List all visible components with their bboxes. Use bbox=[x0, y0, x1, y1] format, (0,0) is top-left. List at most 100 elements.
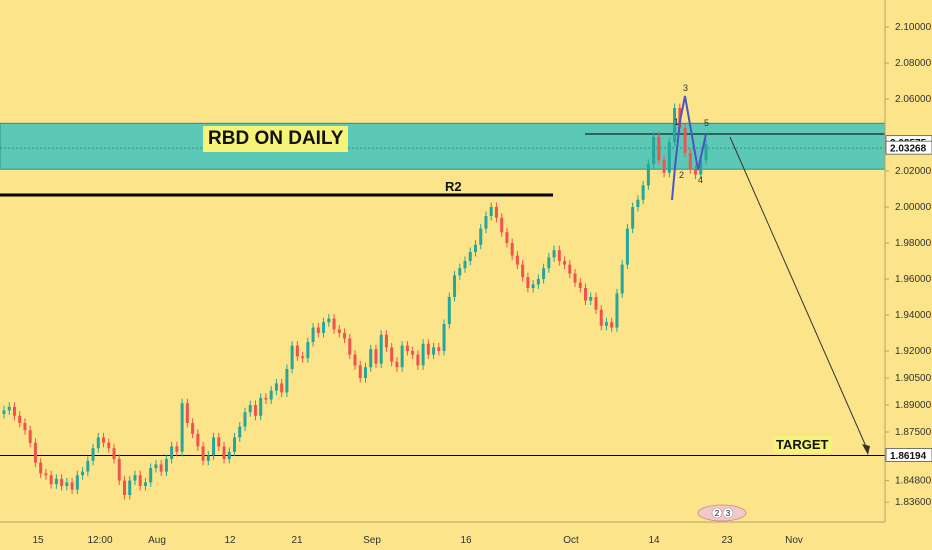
candle-body bbox=[568, 264, 572, 274]
candle-body bbox=[463, 261, 467, 269]
candle-body bbox=[526, 277, 530, 288]
candle-body bbox=[269, 390, 273, 400]
price-tick-label: 2.00000 bbox=[895, 202, 932, 213]
candle-body bbox=[610, 322, 614, 328]
projection-arrow-head bbox=[862, 444, 870, 455]
candle-body bbox=[175, 446, 179, 452]
candle-body bbox=[557, 250, 561, 261]
wave-label-4: 4 bbox=[698, 175, 703, 185]
price-tick-label: 1.90500 bbox=[895, 373, 932, 384]
candle-body bbox=[196, 433, 200, 447]
wave-label-2: 2 bbox=[679, 170, 684, 180]
candle-body bbox=[233, 437, 237, 452]
price-tick-label: 2.02000 bbox=[895, 166, 932, 177]
candle-body bbox=[316, 327, 320, 333]
candle-body bbox=[322, 322, 326, 333]
candle-body bbox=[327, 318, 331, 323]
candle-body bbox=[625, 228, 629, 265]
candle-body bbox=[23, 423, 27, 431]
candle-body bbox=[426, 343, 430, 355]
price-tick-label: 1.92000 bbox=[895, 346, 932, 357]
price-tick-label: 1.89000 bbox=[895, 400, 932, 411]
candle-body bbox=[28, 430, 32, 443]
candle-body bbox=[18, 415, 22, 423]
candle-body bbox=[489, 207, 493, 216]
candle-body bbox=[343, 333, 347, 339]
price-badge[interactable] bbox=[885, 448, 932, 462]
candle-body bbox=[521, 264, 525, 278]
candle-body bbox=[667, 142, 671, 173]
candle-body bbox=[363, 367, 367, 378]
candle-body bbox=[280, 383, 284, 393]
time-tick-label: 23 bbox=[721, 535, 733, 546]
candle-body bbox=[536, 279, 540, 285]
event-badge[interactable] bbox=[711, 507, 723, 519]
candle-body bbox=[128, 480, 132, 495]
candle-body bbox=[81, 471, 85, 476]
price-tick-label: 1.87500 bbox=[895, 427, 932, 438]
candle-body bbox=[290, 345, 294, 369]
candle-body bbox=[295, 345, 299, 357]
candle-body bbox=[348, 338, 352, 355]
price-tick-label: 1.96000 bbox=[895, 274, 932, 285]
candle-body bbox=[458, 268, 462, 276]
candle-body bbox=[227, 451, 231, 459]
candle-body bbox=[688, 153, 692, 170]
candle-body bbox=[620, 264, 624, 294]
candle-body bbox=[437, 347, 441, 351]
r2-label: R2 bbox=[445, 179, 462, 194]
candle-body bbox=[264, 397, 268, 400]
candle-body bbox=[353, 354, 357, 366]
price-tick-label: 1.83600 bbox=[895, 497, 932, 508]
event-badge[interactable] bbox=[722, 507, 734, 519]
time-tick-label: 14 bbox=[648, 535, 660, 546]
price-tick-label: 1.84800 bbox=[895, 476, 932, 487]
candle-body bbox=[185, 403, 189, 423]
candle-body bbox=[2, 410, 6, 414]
candle-body bbox=[589, 297, 593, 301]
time-tick-label: Aug bbox=[148, 535, 166, 546]
candle-body bbox=[390, 347, 394, 362]
candle-body bbox=[652, 136, 656, 164]
price-badge-label: 1.86194 bbox=[890, 451, 927, 462]
candle-body bbox=[217, 437, 221, 447]
candle-body bbox=[107, 442, 111, 449]
zone-label: RBD ON DAILY bbox=[203, 126, 349, 152]
wave-label-3: 3 bbox=[683, 83, 688, 93]
time-tick-label: 12:00 bbox=[87, 535, 112, 546]
candle-body bbox=[358, 365, 362, 378]
candle-body bbox=[91, 448, 95, 461]
candle-body bbox=[138, 475, 142, 486]
price-tick-label: 1.94000 bbox=[895, 310, 932, 321]
candle-body bbox=[515, 255, 519, 265]
candle-body bbox=[285, 369, 289, 393]
candle-body bbox=[332, 318, 336, 330]
candle-body bbox=[547, 257, 551, 269]
candle-body bbox=[274, 383, 278, 391]
wave-label-5: 5 bbox=[704, 118, 709, 128]
candle-body bbox=[39, 462, 43, 474]
price-badge[interactable] bbox=[885, 140, 932, 155]
candle-body bbox=[468, 252, 472, 261]
candle-body bbox=[201, 446, 205, 461]
candle-body bbox=[379, 334, 383, 364]
candle-body bbox=[453, 275, 457, 297]
candle-body bbox=[584, 288, 588, 301]
candle-body bbox=[238, 426, 242, 438]
candle-body bbox=[212, 437, 216, 456]
candle-body bbox=[494, 207, 498, 218]
candle-body bbox=[400, 345, 404, 368]
candle-body bbox=[154, 464, 158, 468]
wave-label-1: 1 bbox=[674, 117, 679, 127]
candle-body bbox=[673, 108, 677, 143]
time-tick-label: 15 bbox=[32, 535, 44, 546]
candle-body bbox=[112, 448, 116, 459]
candle-body bbox=[573, 273, 577, 283]
candle-body bbox=[206, 455, 210, 461]
candle-body bbox=[54, 478, 58, 485]
candle-body bbox=[253, 405, 257, 416]
plot-area[interactable] bbox=[0, 0, 885, 522]
time-tick-label: 21 bbox=[291, 535, 303, 546]
candle-body bbox=[662, 160, 666, 173]
